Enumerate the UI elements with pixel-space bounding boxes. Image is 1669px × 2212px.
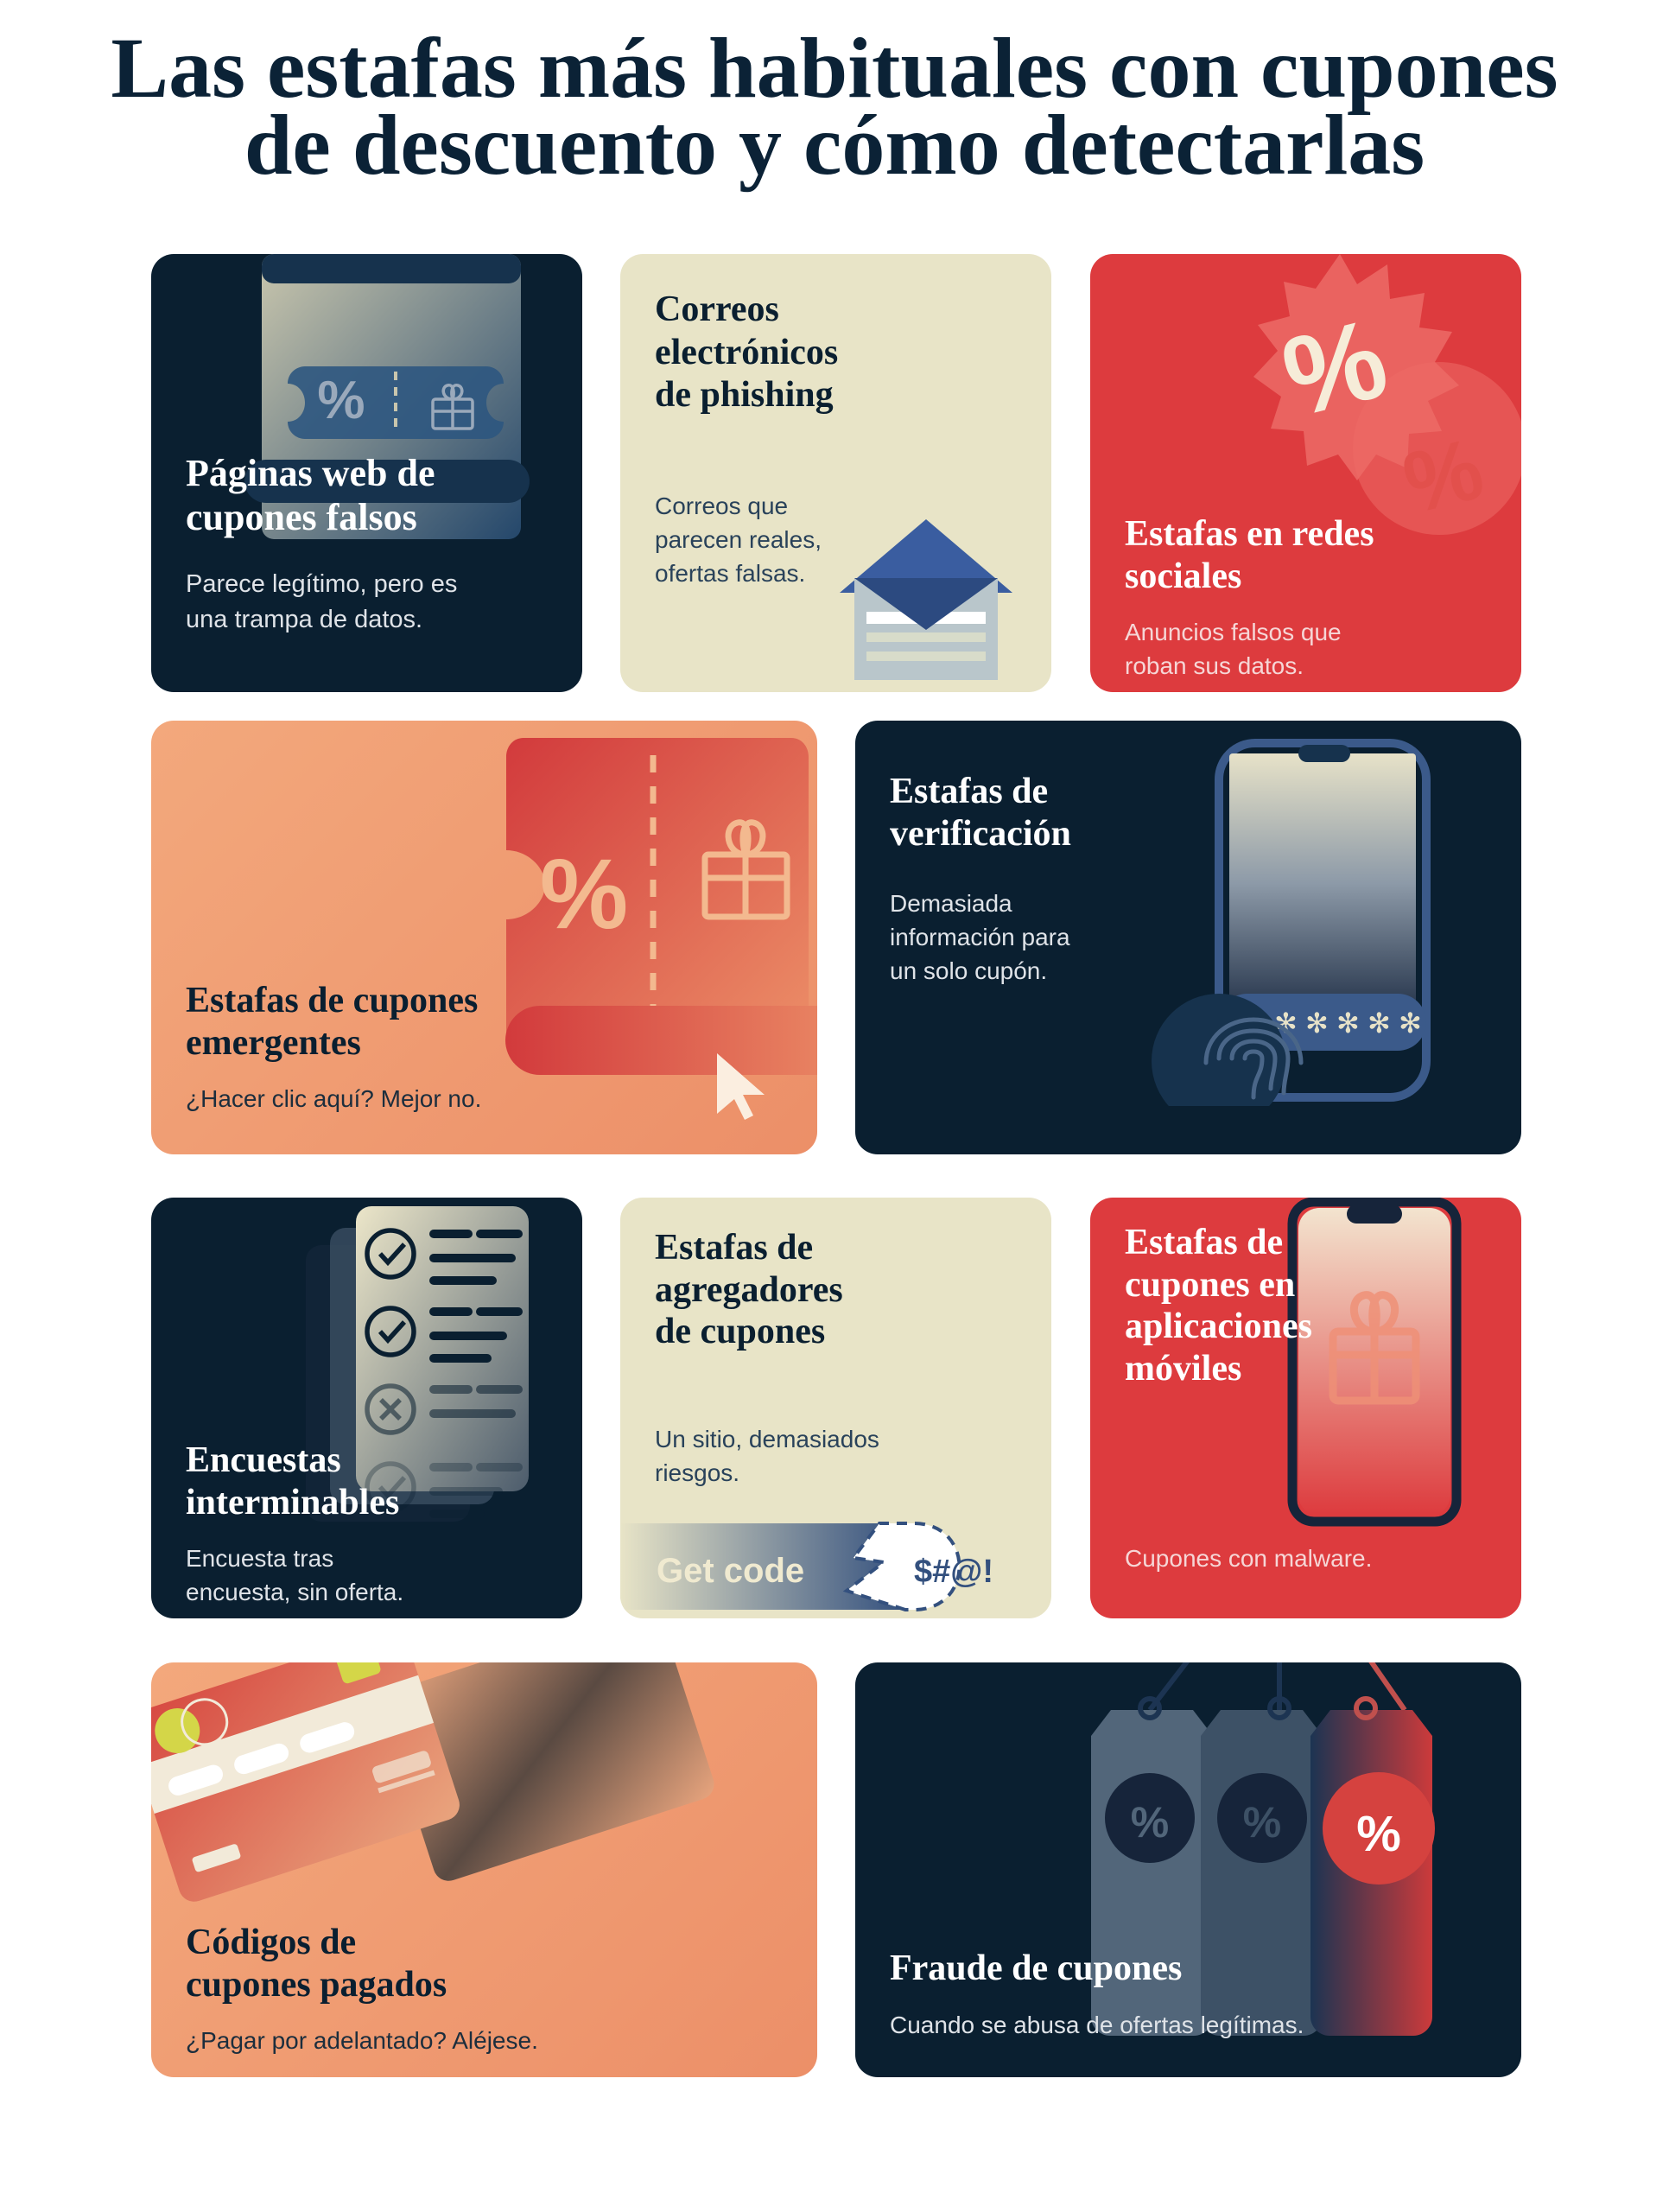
svg-text:$#@!: $#@! [914,1554,993,1590]
svg-text:✻: ✻ [1368,1007,1391,1039]
svg-text:%: % [317,371,365,430]
svg-text:✻: ✻ [1399,1007,1422,1039]
svg-text:%: % [1131,1798,1169,1847]
svg-text:✻: ✻ [1336,1007,1360,1039]
svg-text:%: % [540,839,628,950]
svg-text:%: % [1356,1806,1401,1862]
svg-text:Get code: Get code [657,1552,804,1590]
svg-text:%: % [1243,1798,1281,1847]
svg-text:✻: ✻ [1305,1007,1329,1039]
